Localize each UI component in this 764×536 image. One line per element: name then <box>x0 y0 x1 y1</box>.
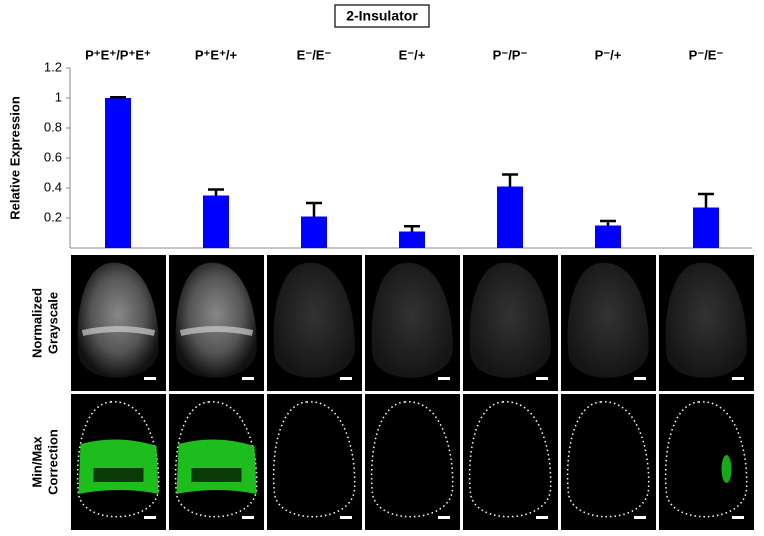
error-bar <box>698 192 714 208</box>
green-signal <box>78 439 159 494</box>
tissue-outline <box>76 401 160 518</box>
image-panel <box>463 394 558 530</box>
bar <box>693 207 719 248</box>
x-category-label: E⁻/+ <box>399 47 426 62</box>
green-signal-hole <box>93 468 144 482</box>
scale-bar <box>242 377 254 380</box>
green-signal-hole <box>191 468 242 482</box>
x-category-label: P⁺E⁺/+ <box>195 47 238 62</box>
scale-bar <box>536 377 548 380</box>
green-signal <box>176 439 257 494</box>
image-panel <box>561 394 656 530</box>
tissue-band <box>81 326 156 336</box>
y-tick-label: 0.4 <box>44 179 62 194</box>
bar <box>105 98 131 248</box>
x-category-label: P⁻/P⁻ <box>493 47 528 62</box>
row-label: Normalized <box>29 288 44 358</box>
bar <box>497 186 523 248</box>
y-tick-label: 0.8 <box>44 119 62 134</box>
tissue-outline <box>468 401 552 518</box>
scale-bar <box>732 377 744 380</box>
tissue <box>469 262 551 378</box>
row-label: Grayscale <box>45 292 60 354</box>
x-category-label: E⁻/E⁻ <box>297 47 332 62</box>
error-bar <box>600 219 616 226</box>
error-bar <box>306 201 322 217</box>
x-category-label: P⁻/E⁻ <box>689 47 724 62</box>
scale-bar <box>536 516 548 519</box>
tissue <box>371 262 453 378</box>
error-bar <box>208 188 224 196</box>
row-label: Correction <box>45 429 60 495</box>
tissue <box>77 262 159 378</box>
image-panel <box>659 394 754 530</box>
tissue-outline <box>174 401 258 518</box>
tissue-outline <box>566 401 650 518</box>
scale-bar <box>340 377 352 380</box>
green-signal <box>721 455 732 483</box>
scale-bar <box>634 377 646 380</box>
tissue-outline <box>272 401 356 518</box>
x-category-label: P⁺E⁺/P⁺E⁺ <box>85 47 151 62</box>
tissue <box>567 262 649 378</box>
bar <box>203 195 229 248</box>
tissue-outline <box>370 401 454 518</box>
chart-title: 2-Insulator <box>346 8 418 24</box>
tissue <box>175 262 257 378</box>
bar <box>301 216 327 248</box>
image-panel <box>267 394 362 530</box>
bar <box>595 225 621 248</box>
y-tick-label: 1 <box>55 89 62 104</box>
row-label: Min/Max <box>29 436 44 488</box>
scale-bar <box>144 516 156 519</box>
tissue-outline <box>664 401 748 518</box>
title-box <box>334 4 430 28</box>
y-axis-label: Relative Expression <box>7 96 22 220</box>
scale-bar <box>634 516 646 519</box>
image-panels <box>71 255 754 530</box>
image-panel <box>365 394 460 530</box>
error-bar <box>502 173 518 187</box>
y-tick-label: 1.2 <box>44 59 62 74</box>
y-tick-label: 0.6 <box>44 149 62 164</box>
tissue <box>273 262 355 378</box>
y-tick-label: 0.2 <box>44 209 62 224</box>
tissue-band <box>179 326 254 336</box>
tissue <box>665 262 747 378</box>
x-category-label: P⁻/+ <box>595 47 622 62</box>
scale-bar <box>340 516 352 519</box>
bar <box>399 231 425 248</box>
error-bar <box>110 96 126 99</box>
scale-bar <box>438 377 450 380</box>
scale-bar <box>144 377 156 380</box>
scale-bar <box>438 516 450 519</box>
error-bar <box>404 225 420 232</box>
scale-bar <box>242 516 254 519</box>
scale-bar <box>732 516 744 519</box>
